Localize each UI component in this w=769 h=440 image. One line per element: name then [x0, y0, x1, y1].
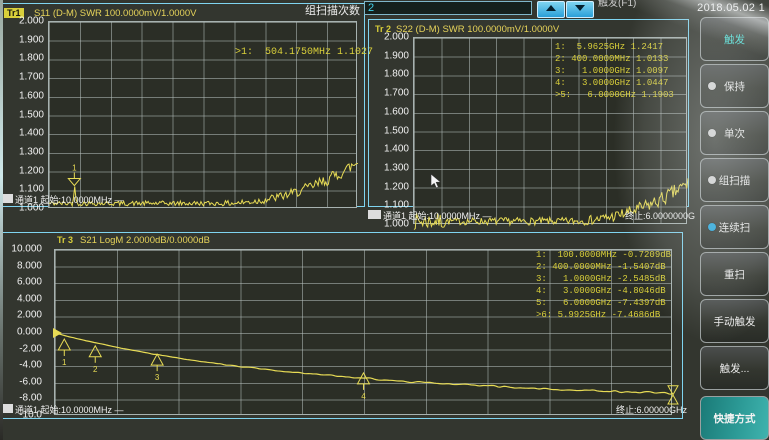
svg-text:1: 1	[62, 358, 67, 367]
svg-text:3: 3	[155, 373, 160, 382]
svg-text:4: 4	[361, 392, 366, 401]
svg-text:1: 1	[72, 164, 77, 173]
svg-text:2: 2	[93, 365, 98, 374]
